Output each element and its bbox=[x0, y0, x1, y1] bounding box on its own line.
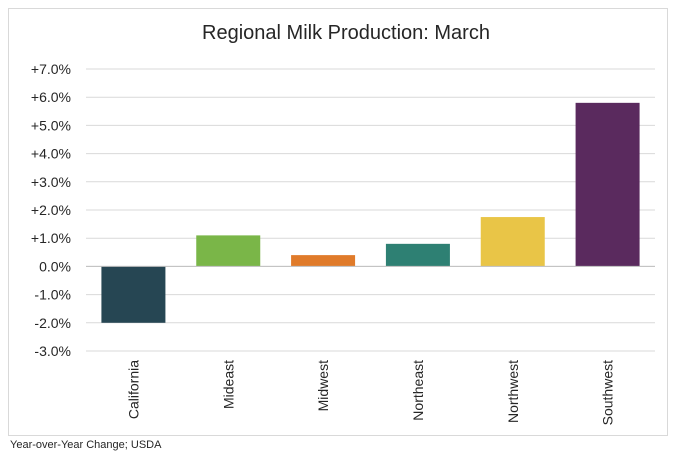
bar-midwest bbox=[291, 255, 356, 267]
x-tick-label: California bbox=[125, 360, 141, 419]
gridlines bbox=[86, 68, 655, 352]
bar-mideast bbox=[196, 235, 261, 267]
x-tick-label: Mideast bbox=[220, 360, 236, 409]
y-tick-label: +1.0% bbox=[31, 230, 71, 246]
bar-northwest bbox=[480, 217, 545, 267]
bar-california bbox=[101, 266, 166, 323]
y-tick-label: -3.0% bbox=[34, 343, 71, 359]
bar-southwest bbox=[575, 102, 640, 267]
source-note: Year-over-Year Change; USDA bbox=[10, 439, 162, 451]
y-tick-label: +7.0% bbox=[31, 61, 71, 77]
chart-frame bbox=[8, 8, 668, 436]
y-tick-label: 0.0% bbox=[39, 258, 71, 274]
y-tick-label: +4.0% bbox=[31, 146, 71, 162]
x-tick-label: Southwest bbox=[600, 360, 616, 425]
y-tick-label: +2.0% bbox=[31, 202, 71, 218]
x-tick-label: Midwest bbox=[315, 360, 331, 411]
x-axis-ticks: California Mideast Midwest Northeast Northwe… bbox=[125, 360, 615, 426]
chart-title: Regional Milk Production: March bbox=[202, 22, 490, 44]
x-tick-label: Northwest bbox=[505, 360, 521, 423]
y-tick-label: -2.0% bbox=[34, 315, 71, 331]
y-tick-label: +6.0% bbox=[31, 89, 71, 105]
y-tick-label: +3.0% bbox=[31, 174, 71, 190]
y-tick-label: +5.0% bbox=[31, 117, 71, 133]
x-tick-label: Northeast bbox=[410, 360, 426, 421]
bar-northeast bbox=[385, 243, 450, 267]
bars bbox=[86, 102, 655, 323]
y-axis-ticks: +7.0% +6.0% +5.0% +4.0% +3.0% +2.0% +1.0% 0.0% -… bbox=[31, 61, 71, 359]
y-tick-label: -1.0% bbox=[34, 287, 71, 303]
